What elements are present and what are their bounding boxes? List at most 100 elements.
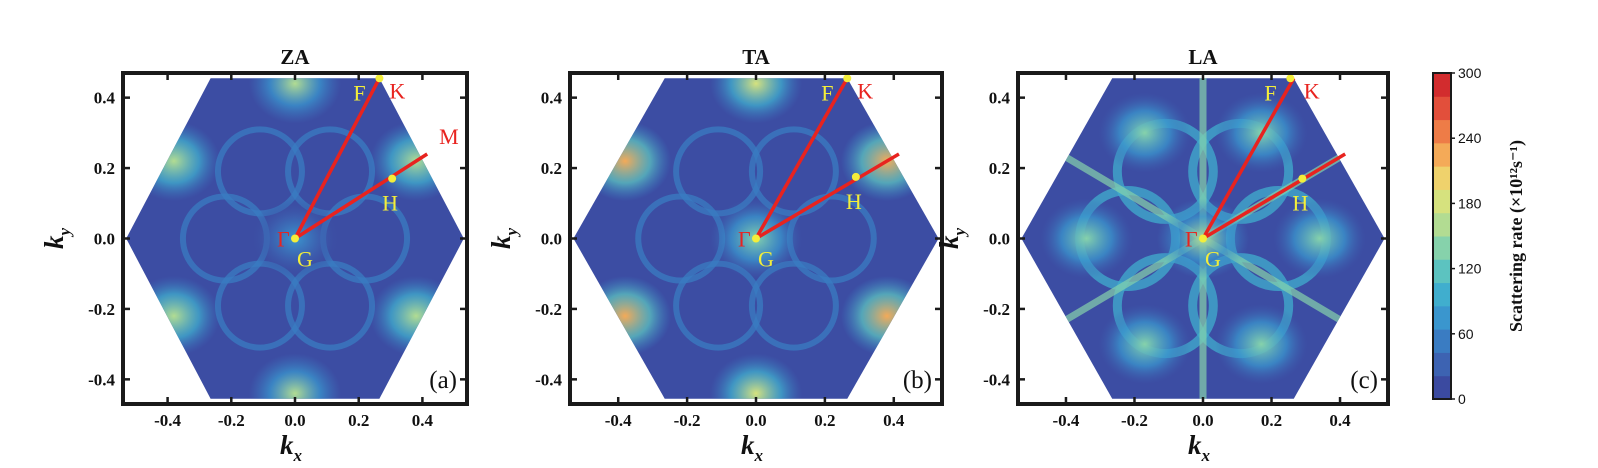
panel-label-a: (a) xyxy=(429,367,457,394)
colorbar-band xyxy=(1433,189,1451,214)
path-gamma-m xyxy=(1202,152,1347,241)
colorbar-band xyxy=(1433,166,1451,190)
panel-title-la: LA xyxy=(1188,45,1218,69)
point-f xyxy=(843,74,852,83)
colorbar-tick-label: 180 xyxy=(1458,195,1482,211)
label-g: G xyxy=(1205,247,1221,272)
path-gamma-m xyxy=(755,152,900,241)
x-axis-label-za: kx xyxy=(280,430,303,465)
tick-marks-za xyxy=(123,73,467,404)
y-tick-label: 0.2 xyxy=(94,159,115,178)
hotspot xyxy=(710,353,802,399)
label-gamma: Γ xyxy=(738,227,751,252)
x-tick-label: 0.2 xyxy=(814,411,835,430)
label-h: H xyxy=(1292,191,1308,216)
colorbar-band xyxy=(1433,73,1451,97)
y-axis-label-za: ky xyxy=(39,228,74,250)
y-tick-label: 0.4 xyxy=(989,89,1011,108)
colorbar-band xyxy=(1433,352,1451,377)
x-tick-label: -0.4 xyxy=(154,411,181,430)
x-tick-label: 0.0 xyxy=(745,411,766,430)
x-tick-label: 0.0 xyxy=(284,411,305,430)
y-tick-label: -0.2 xyxy=(88,300,115,319)
y-tick-labels-ta: 0.4 0.2 0.0 -0.2 -0.4 xyxy=(535,89,562,390)
label-k: K xyxy=(857,78,873,103)
label-gamma: Γ xyxy=(1185,227,1198,252)
hotspot xyxy=(1215,304,1308,385)
label-k: K xyxy=(389,78,405,103)
point-h xyxy=(851,172,860,181)
point-f xyxy=(1286,74,1295,83)
panel-title-ta: TA xyxy=(742,45,770,69)
x-tick-label: -0.2 xyxy=(1121,411,1148,430)
label-k: K xyxy=(1304,78,1320,103)
colorbar-band xyxy=(1433,282,1451,307)
panel-title-za: ZA xyxy=(280,45,310,69)
y-tick-label: -0.4 xyxy=(535,370,562,389)
hotspot xyxy=(1098,304,1191,385)
panel-label-b: (b) xyxy=(903,367,932,394)
point-g xyxy=(752,234,760,243)
y-tick-label: 0.0 xyxy=(541,230,562,249)
colorbar-tick-labels: 0 60 120 180 240 300 xyxy=(1458,65,1482,407)
point-g xyxy=(1199,234,1207,243)
y-tick-label: -0.2 xyxy=(535,300,562,319)
hotspot xyxy=(840,275,933,356)
x-tick-label: -0.4 xyxy=(605,411,632,430)
bz-hotspots xyxy=(1023,78,1383,399)
colorbar-frame xyxy=(1432,72,1452,400)
label-g: G xyxy=(758,247,774,272)
y-tick-label: 0.2 xyxy=(989,159,1010,178)
label-f: F xyxy=(1264,80,1276,105)
y-axis-label-ta: ky xyxy=(486,228,521,250)
y-axis-label-la: ky xyxy=(934,228,969,250)
texture-ring xyxy=(748,260,839,351)
tick-marks-la xyxy=(1018,73,1388,404)
colorbar-bands xyxy=(1433,73,1451,400)
path-gamma-m xyxy=(294,152,429,240)
colorbar-tick-label: 240 xyxy=(1458,130,1482,146)
colorbar-tick-label: 60 xyxy=(1458,326,1474,342)
colorbar-band xyxy=(1433,119,1451,144)
hotspot xyxy=(579,275,672,356)
hotspot xyxy=(1098,92,1191,173)
panel-label-c: (c) xyxy=(1350,367,1378,394)
y-tick-label: 0.0 xyxy=(989,230,1010,249)
label-m: M xyxy=(439,124,459,149)
y-tick-label: -0.4 xyxy=(88,370,115,389)
hotspot xyxy=(1273,198,1366,279)
x-tick-labels-za: -0.4 -0.2 0.0 0.2 0.4 xyxy=(154,411,433,430)
hotspot xyxy=(370,275,463,356)
x-tick-label: -0.2 xyxy=(674,411,701,430)
hotspot xyxy=(579,121,672,202)
colorbar-band xyxy=(1433,329,1451,353)
label-gamma: Γ xyxy=(277,227,290,252)
label-f: F xyxy=(821,80,833,105)
x-tick-label: 0.4 xyxy=(1329,411,1351,430)
colorbar-band xyxy=(1433,96,1451,121)
symmetry-point-labels-ta: Γ K G F H xyxy=(738,78,873,271)
texture-ring xyxy=(673,260,764,351)
path-gamma-k xyxy=(754,77,849,240)
colorbar-band xyxy=(1433,375,1451,400)
colorbar-band xyxy=(1433,305,1451,330)
x-tick-label: -0.2 xyxy=(218,411,245,430)
colorbar-label: Scattering rate (×10¹²s⁻¹) xyxy=(1506,140,1527,332)
hotspot xyxy=(127,275,220,356)
y-tick-label: 0.2 xyxy=(541,159,562,178)
x-tick-label: 0.4 xyxy=(883,411,905,430)
x-axis-label-ta: kx xyxy=(741,430,764,465)
y-tick-label: 0.0 xyxy=(94,230,115,249)
tick-marks-ta xyxy=(570,73,942,404)
x-axis-label-la: kx xyxy=(1188,430,1211,465)
high-symmetry-path-la xyxy=(1199,74,1347,243)
path-gamma-k xyxy=(1201,77,1296,240)
x-tick-label: -0.4 xyxy=(1053,411,1080,430)
y-tick-label: 0.4 xyxy=(541,89,563,108)
y-tick-label: -0.2 xyxy=(983,300,1010,319)
x-tick-label: 0.4 xyxy=(412,411,434,430)
hotspot xyxy=(249,353,341,399)
point-f xyxy=(375,74,384,83)
panel-ta: TA -0.4 -0.2 0.0 0.2 0.4 0.4 0.2 0.0 -0.… xyxy=(486,45,944,465)
